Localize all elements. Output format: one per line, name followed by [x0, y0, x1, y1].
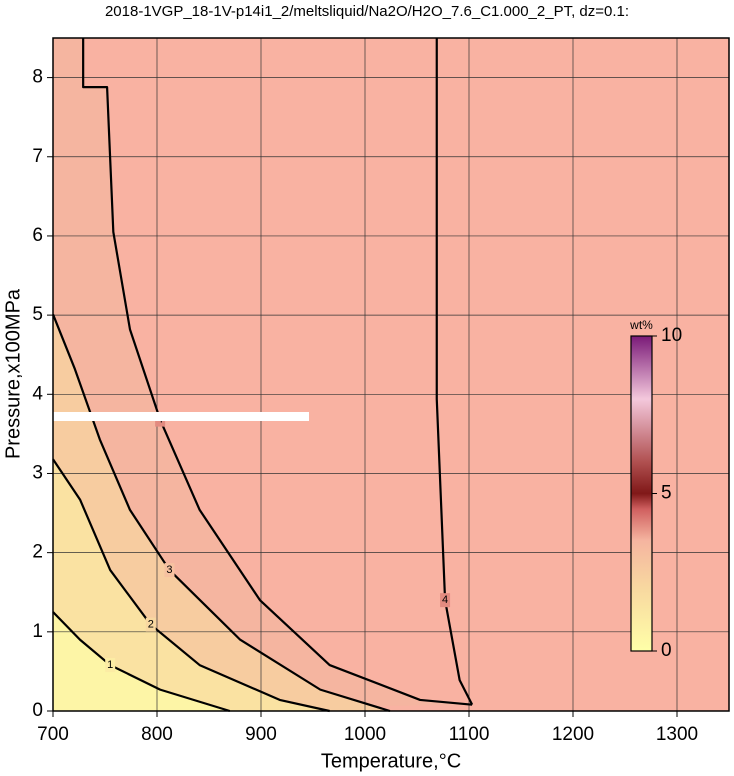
contour-fill — [53, 38, 473, 711]
y-axis-label: Pressure,x100MPa — [2, 288, 24, 459]
blank-band — [53, 412, 309, 421]
y-tick-label: 1 — [32, 621, 43, 642]
contour-label: 2 — [148, 619, 154, 631]
contour-label: 3 — [166, 564, 172, 576]
x-tick-label: 1000 — [344, 724, 386, 745]
contour-label-bg — [145, 617, 156, 632]
x-tick-label: 800 — [141, 724, 173, 745]
contour-label-bg — [440, 593, 451, 608]
y-tick-label: 5 — [32, 304, 43, 325]
y-tick-label: 7 — [32, 146, 43, 167]
contour-label: 4 — [442, 594, 448, 606]
y-tick-label: 3 — [32, 462, 43, 483]
y-tick-label: 8 — [32, 67, 43, 88]
colorbar-label: wt% — [629, 318, 653, 332]
contour-label: 1 — [107, 659, 113, 671]
plot-frame — [52, 37, 730, 712]
colorbar-tick-label: 0 — [661, 640, 672, 661]
contour-fill — [53, 612, 230, 711]
colorbar — [630, 335, 653, 652]
colorbar-tick-label: 10 — [661, 325, 682, 346]
contour-fill — [53, 459, 330, 711]
x-tick-label: 1300 — [656, 724, 698, 745]
chart-title: 2018-1VGP_18-1V-p14i1_2/meltsliquid/Na2O… — [105, 3, 629, 20]
x-tick-label: 900 — [245, 724, 277, 745]
contour-line — [51, 313, 391, 713]
y-tick-label: 0 — [32, 700, 43, 721]
contour-label-bg — [105, 658, 116, 673]
y-tick-label: 4 — [32, 383, 43, 404]
colorbar-tick-label: 5 — [661, 483, 672, 504]
contour-label-bg — [164, 563, 175, 578]
x-axis-label: Temperature,°C — [321, 750, 461, 772]
y-tick-label: 6 — [32, 225, 43, 246]
x-tick-label: 1200 — [552, 724, 594, 745]
x-tick-label: 700 — [37, 724, 69, 745]
y-tick-label: 2 — [32, 542, 43, 563]
x-tick-label: 1100 — [449, 724, 490, 745]
